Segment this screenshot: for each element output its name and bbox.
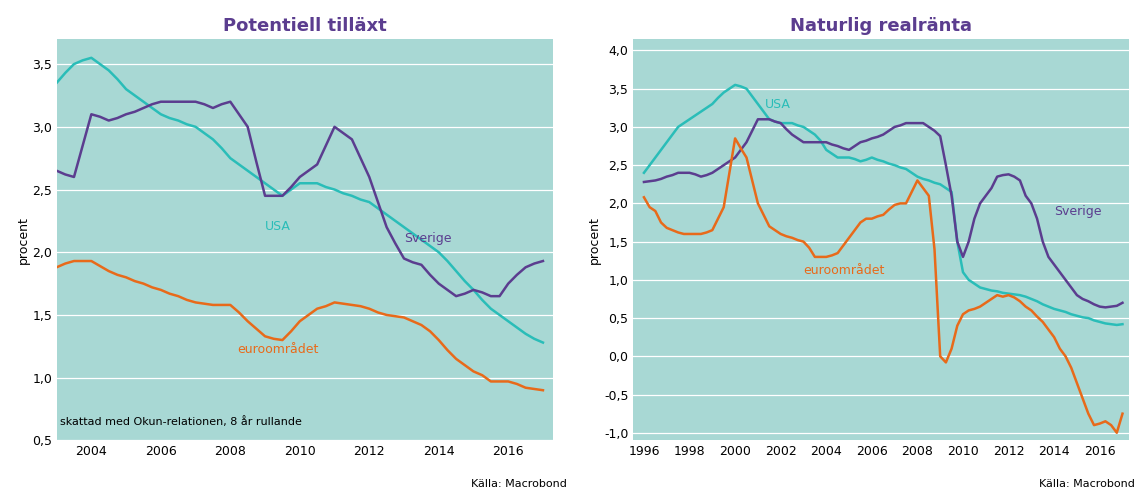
Text: euroområdet: euroområdet (803, 264, 885, 277)
Text: euroområdet: euroområdet (237, 343, 319, 356)
Title: Potentiell tilläxt: Potentiell tilläxt (223, 17, 387, 35)
Text: skattad med Okun-relationen, 8 år rullande: skattad med Okun-relationen, 8 år rullan… (60, 416, 301, 427)
Text: Källa: Macrobond: Källa: Macrobond (471, 479, 567, 489)
Text: USA: USA (764, 98, 791, 111)
Text: Källa: Macrobond: Källa: Macrobond (1038, 479, 1135, 489)
Text: Sverige: Sverige (405, 232, 452, 245)
Y-axis label: procent: procent (588, 216, 602, 264)
Text: Sverige: Sverige (1054, 205, 1101, 218)
Text: USA: USA (265, 220, 291, 233)
Y-axis label: procent: procent (17, 216, 30, 264)
Title: Naturlig realränta: Naturlig realränta (790, 17, 972, 35)
